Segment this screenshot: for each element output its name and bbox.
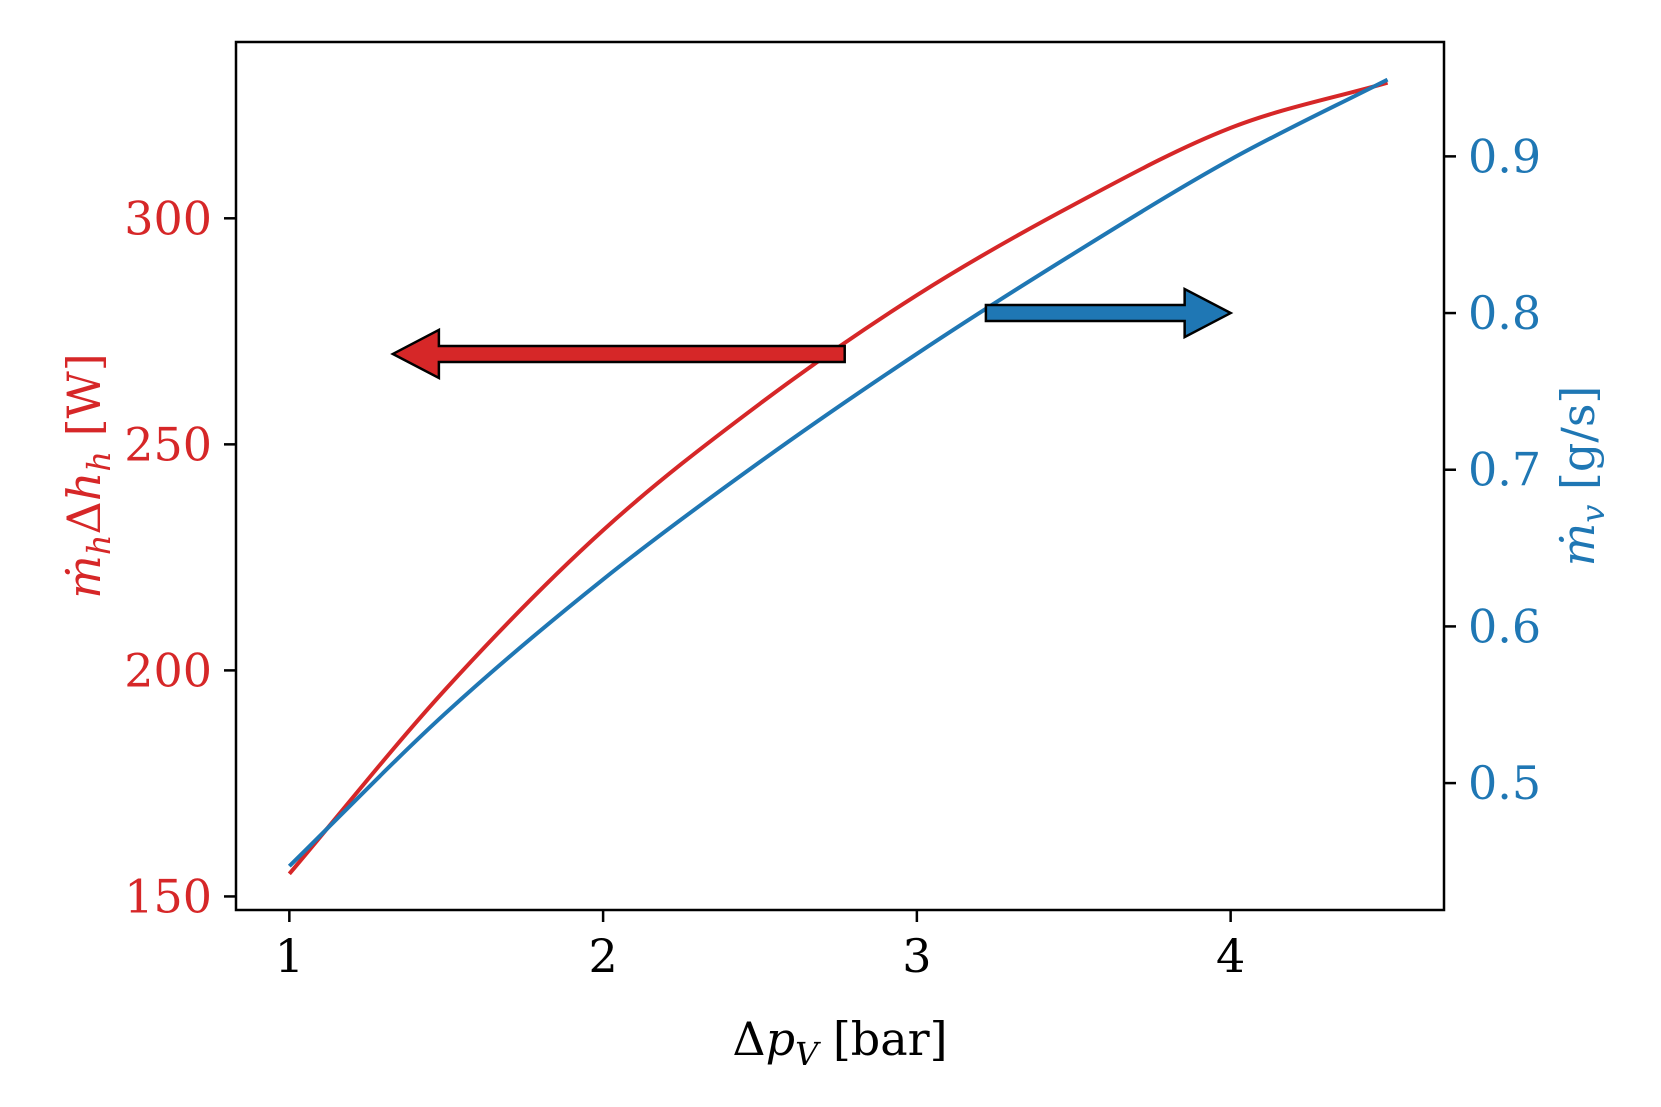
y-left-tick-label: 150 — [124, 869, 212, 923]
y-axis-right: 0.5 0.6 0.7 0.8 0.9 — [1444, 129, 1541, 810]
y-right-tick-label: 0.6 — [1468, 599, 1541, 653]
y-right-tick-label: 0.7 — [1468, 443, 1541, 497]
plot-frame — [234, 40, 1446, 912]
y-axis-right-title: ṁv [g/s] — [1551, 386, 1612, 567]
y-right-tick-label: 0.8 — [1468, 286, 1541, 340]
axis-indicator-arrow-left — [390, 327, 846, 381]
series-line-heat-rate — [287, 80, 1389, 876]
x-tick-label: 3 — [902, 929, 931, 983]
x-tick-label: 1 — [275, 929, 304, 983]
x-tick-label: 4 — [1216, 929, 1245, 983]
y-right-tick-label: 0.9 — [1468, 129, 1541, 183]
axis-indicator-arrow-right — [984, 286, 1234, 340]
y-right-tick-label: 0.5 — [1468, 756, 1541, 810]
annotation-layer — [390, 286, 1234, 381]
x-axis: 1 2 3 4 — [275, 910, 1245, 983]
x-tick-label: 2 — [588, 929, 617, 983]
x-axis-title: ΔpV [bar] — [732, 1012, 947, 1073]
y-left-tick-label: 200 — [124, 643, 212, 697]
y-axis-left: 150 200 250 300 — [124, 191, 236, 923]
y-left-tick-label: 250 — [124, 417, 212, 471]
y-axis-left-title: ṁhΔhh [W] — [57, 353, 118, 599]
y-left-tick-label: 300 — [124, 191, 212, 245]
series-layer — [287, 77, 1389, 876]
series-line-mass-flow — [287, 77, 1389, 868]
